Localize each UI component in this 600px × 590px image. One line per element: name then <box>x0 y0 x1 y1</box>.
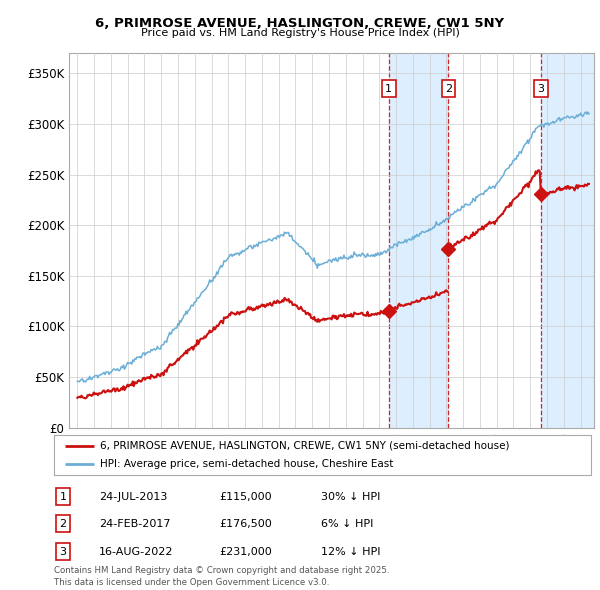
Text: 24-FEB-2017: 24-FEB-2017 <box>99 519 170 529</box>
Text: HPI: Average price, semi-detached house, Cheshire East: HPI: Average price, semi-detached house,… <box>100 459 393 469</box>
Bar <box>389 53 448 428</box>
Text: £231,000: £231,000 <box>219 547 272 556</box>
Text: 3: 3 <box>537 84 544 94</box>
Bar <box>541 53 594 428</box>
Text: 6, PRIMROSE AVENUE, HASLINGTON, CREWE, CW1 5NY: 6, PRIMROSE AVENUE, HASLINGTON, CREWE, C… <box>95 17 505 30</box>
Text: 2: 2 <box>59 519 67 529</box>
Text: £115,000: £115,000 <box>219 492 272 502</box>
Text: 2: 2 <box>445 84 452 94</box>
Text: Price paid vs. HM Land Registry's House Price Index (HPI): Price paid vs. HM Land Registry's House … <box>140 28 460 38</box>
Text: £176,500: £176,500 <box>219 519 272 529</box>
Text: 12% ↓ HPI: 12% ↓ HPI <box>321 547 380 556</box>
Text: 24-JUL-2013: 24-JUL-2013 <box>99 492 167 502</box>
Text: 6, PRIMROSE AVENUE, HASLINGTON, CREWE, CW1 5NY (semi-detached house): 6, PRIMROSE AVENUE, HASLINGTON, CREWE, C… <box>100 441 509 451</box>
Text: 30% ↓ HPI: 30% ↓ HPI <box>321 492 380 502</box>
Text: 3: 3 <box>59 547 67 556</box>
Text: 6% ↓ HPI: 6% ↓ HPI <box>321 519 373 529</box>
Text: Contains HM Land Registry data © Crown copyright and database right 2025.
This d: Contains HM Land Registry data © Crown c… <box>54 566 389 587</box>
Text: 16-AUG-2022: 16-AUG-2022 <box>99 547 173 556</box>
Text: 1: 1 <box>59 492 67 502</box>
Text: 1: 1 <box>385 84 392 94</box>
